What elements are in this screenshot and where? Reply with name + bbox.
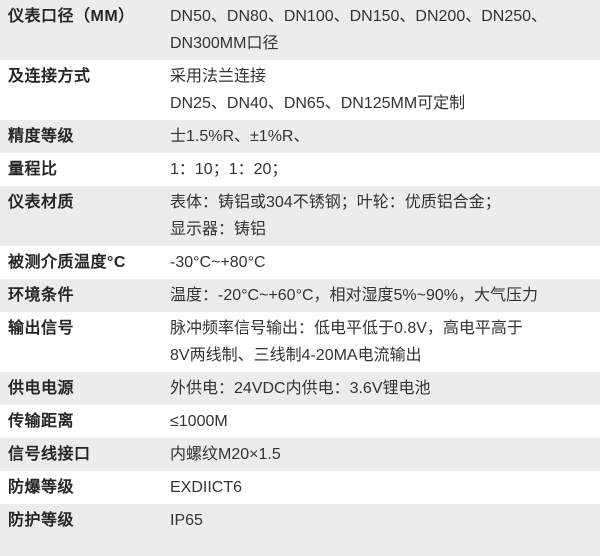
spec-value-line: EXDIICT6 — [170, 479, 243, 496]
table-row: 信号线接口 内螺纹M20×1.5 — [0, 438, 600, 471]
table-row: 仪表材质 表体：铸铝或304不锈钢；叶轮：优质铝合金； 显示器：铸铝 — [0, 186, 600, 246]
spec-label: 信号线接口 — [8, 446, 91, 463]
spec-value: 1：10；1：20； — [170, 156, 600, 183]
spec-value: 外供电：24VDC内供电：3.6V锂电池 — [170, 375, 600, 402]
spec-value-line: 脉冲频率信号输出：低电平低于0.8V，高电平高于 — [170, 320, 523, 337]
spec-label: 仪表材质 — [8, 194, 75, 211]
spec-value: 内螺纹M20×1.5 — [170, 441, 600, 468]
spec-value-line: DN25、DN40、DN65、DN125MM可定制 — [170, 95, 466, 112]
table-row: 防护等级 IP65 — [0, 504, 600, 556]
spec-value-line: 士1.5%R、±1%R、 — [170, 128, 310, 145]
spec-value: IP65 — [170, 507, 600, 534]
spec-value: 表体：铸铝或304不锈钢；叶轮：优质铝合金； 显示器：铸铝 — [170, 189, 600, 243]
spec-label: 环境条件 — [8, 287, 75, 304]
spec-value: 士1.5%R、±1%R、 — [170, 123, 600, 150]
spec-label: 量程比 — [8, 161, 58, 178]
spec-value: 温度：-20°C~+60°C，相对湿度5%~90%，大气压力 — [170, 282, 600, 309]
spec-value-line: 温度：-20°C~+60°C，相对湿度5%~90%，大气压力 — [170, 287, 539, 304]
spec-label: 精度等级 — [8, 128, 75, 145]
table-row: 被测介质温度°C -30°C~+80°C — [0, 246, 600, 279]
table-row: 精度等级 士1.5%R、±1%R、 — [0, 120, 600, 153]
spec-label: 防爆等级 — [8, 479, 75, 496]
spec-value: EXDIICT6 — [170, 474, 600, 501]
table-row: 输出信号 脉冲频率信号输出：低电平低于0.8V，高电平高于 8V两线制、三线制4-… — [0, 312, 600, 372]
spec-value-line: DN300MM口径 — [170, 35, 279, 52]
spec-value: -30°C~+80°C — [170, 249, 600, 276]
spec-value-line: ≤1000M — [170, 413, 228, 430]
spec-value-line: 8V两线制、三线制4-20MA电流输出 — [170, 347, 422, 364]
spec-value: DN50、DN80、DN100、DN150、DN200、DN250、 DN300M… — [170, 3, 600, 57]
spec-value-line: 外供电：24VDC内供电：3.6V锂电池 — [170, 380, 431, 397]
spec-label: 及连接方式 — [8, 68, 91, 85]
table-row: 量程比 1：10；1：20； — [0, 153, 600, 186]
spec-label: 被测介质温度°C — [8, 254, 126, 271]
spec-value-line: 表体：铸铝或304不锈钢；叶轮：优质铝合金； — [170, 194, 501, 211]
spec-value-line: 内螺纹M20×1.5 — [170, 446, 281, 463]
spec-value: ≤1000M — [170, 408, 600, 435]
spec-value-line: 采用法兰连接 — [170, 68, 267, 85]
spec-value-line: -30°C~+80°C — [170, 254, 266, 271]
spec-value-line: DN50、DN80、DN100、DN150、DN200、DN250、 — [170, 8, 548, 25]
table-row: 传输距离 ≤1000M — [0, 405, 600, 438]
table-row: 及连接方式 采用法兰连接 DN25、DN40、DN65、DN125MM可定制 — [0, 60, 600, 120]
spec-value-line: IP65 — [170, 512, 203, 529]
spec-label: 仪表口径（MM） — [8, 8, 135, 25]
spec-value: 脉冲频率信号输出：低电平低于0.8V，高电平高于 8V两线制、三线制4-20MA电… — [170, 315, 600, 369]
table-row: 仪表口径（MM） DN50、DN80、DN100、DN150、DN200、DN2… — [0, 0, 600, 60]
spec-value: 采用法兰连接 DN25、DN40、DN65、DN125MM可定制 — [170, 63, 600, 117]
table-row: 环境条件 温度：-20°C~+60°C，相对湿度5%~90%，大气压力 — [0, 279, 600, 312]
spec-label: 防护等级 — [8, 512, 75, 529]
spec-value-line: 1：10；1：20； — [170, 161, 288, 178]
table-row: 防爆等级 EXDIICT6 — [0, 471, 600, 504]
spec-label: 供电电源 — [8, 380, 75, 397]
spec-label: 传输距离 — [8, 413, 75, 430]
table-row: 供电电源 外供电：24VDC内供电：3.6V锂电池 — [0, 372, 600, 405]
spec-value-line: 显示器：铸铝 — [170, 221, 267, 238]
spec-label: 输出信号 — [8, 320, 75, 337]
